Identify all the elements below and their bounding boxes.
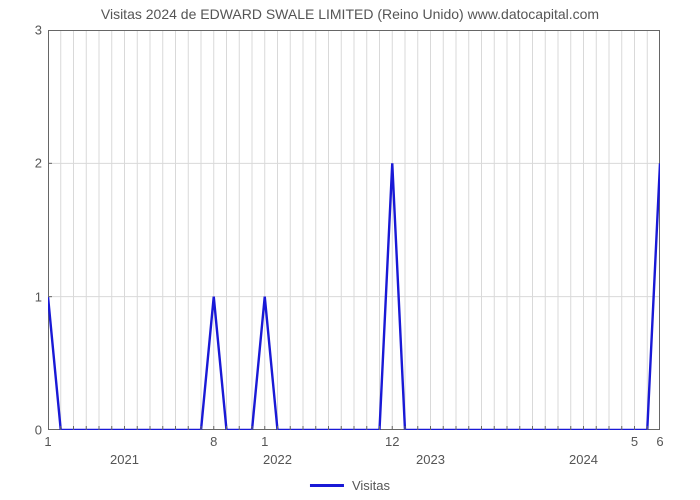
y-tick-label: 3 — [24, 23, 42, 38]
x-data-label: 1 — [261, 434, 268, 449]
x-data-label: 12 — [385, 434, 399, 449]
legend-swatch — [310, 484, 344, 487]
x-major-label: 2024 — [569, 452, 598, 467]
legend-label: Visitas — [352, 478, 390, 493]
x-major-label: 2022 — [263, 452, 292, 467]
y-tick-label: 1 — [24, 289, 42, 304]
y-tick-label: 0 — [24, 423, 42, 438]
x-data-label: 1 — [44, 434, 51, 449]
x-data-label: 5 — [631, 434, 638, 449]
x-data-label: 8 — [210, 434, 217, 449]
x-data-label: 6 — [656, 434, 663, 449]
chart-plot — [48, 30, 660, 430]
x-major-label: 2021 — [110, 452, 139, 467]
chart-container: Visitas 2024 de EDWARD SWALE LIMITED (Re… — [0, 0, 700, 500]
x-major-label: 2023 — [416, 452, 445, 467]
y-tick-label: 2 — [24, 156, 42, 171]
chart-title: Visitas 2024 de EDWARD SWALE LIMITED (Re… — [0, 6, 700, 22]
legend: Visitas — [310, 478, 390, 493]
